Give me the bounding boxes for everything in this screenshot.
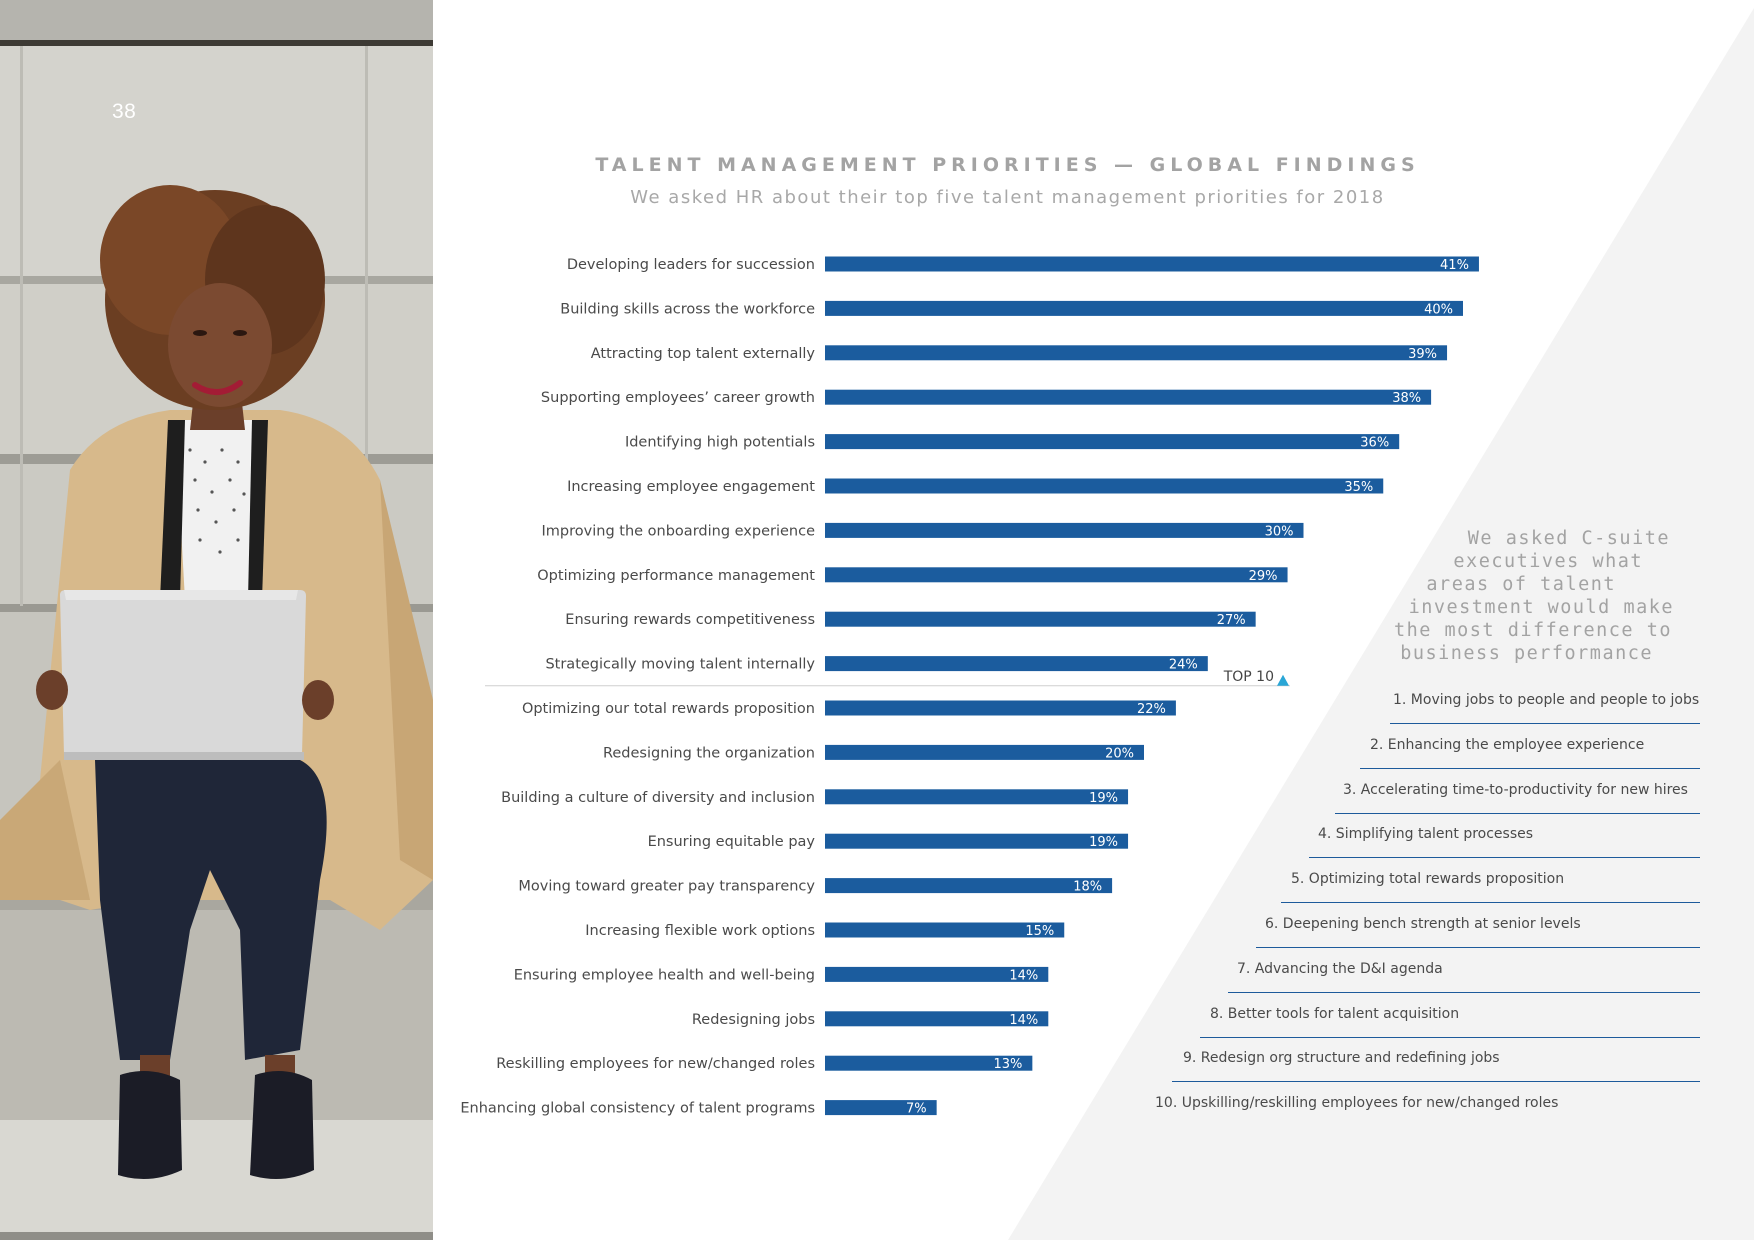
- bar: [825, 1011, 1049, 1027]
- bar: [825, 345, 1448, 361]
- category-label: Optimizing our total rewards proposition: [522, 701, 815, 717]
- csuite-list-item: 2. Enhancing the employee experience: [1370, 736, 1645, 753]
- value-label: 35%: [1344, 480, 1373, 495]
- woman-with-laptop-illustration: [0, 0, 433, 1240]
- csuite-heading-line: investment would make: [1408, 597, 1674, 618]
- value-label: 39%: [1408, 347, 1437, 362]
- value-label: 18%: [1073, 880, 1102, 895]
- value-label: 20%: [1105, 746, 1134, 761]
- value-label: 19%: [1089, 835, 1118, 850]
- bar: [825, 656, 1208, 672]
- category-label: Reskilling employees for new/changed rol…: [496, 1056, 815, 1072]
- csuite-list-item: 10. Upskilling/reskilling employees for …: [1155, 1095, 1559, 1112]
- category-label: Building skills across the workforce: [560, 301, 815, 317]
- csuite-item-divider: [1256, 947, 1700, 948]
- csuite-item-divider: [1172, 1081, 1700, 1083]
- value-label: 13%: [993, 1057, 1022, 1072]
- category-label: Optimizing performance management: [537, 568, 815, 584]
- csuite-list-item: 9. Redesign org structure and redefining…: [1183, 1050, 1500, 1067]
- bar: [825, 256, 1479, 272]
- csuite-heading-line: areas of talent: [1426, 574, 1616, 595]
- chart-title: TALENT MANAGEMENT PRIORITIES — GLOBAL FI…: [595, 154, 1420, 176]
- category-label: Building a culture of diversity and incl…: [501, 790, 815, 806]
- category-label: Supporting employees’ career growth: [541, 390, 815, 406]
- value-label: 22%: [1137, 702, 1166, 717]
- category-label: Redesigning the organization: [603, 745, 815, 761]
- csuite-list-item: 6. Deepening bench strength at senior le…: [1265, 916, 1581, 932]
- bar: [825, 611, 1256, 627]
- category-label: Identifying high potentials: [625, 435, 815, 451]
- bar: [825, 878, 1113, 894]
- bar: [825, 1055, 1033, 1071]
- value-label: 19%: [1089, 791, 1118, 806]
- category-label: Strategically moving talent internally: [545, 657, 815, 673]
- bar: [825, 434, 1400, 450]
- csuite-list-item: 1. Moving jobs to people and people to j…: [1393, 692, 1700, 708]
- category-label: Moving toward greater pay transparency: [518, 879, 815, 895]
- value-label: 7%: [906, 1102, 927, 1117]
- value-label: 40%: [1424, 302, 1453, 317]
- hero-photo: 38: [0, 0, 433, 1240]
- category-label: Attracting top talent externally: [591, 346, 816, 362]
- category-label: Redesigning jobs: [692, 1012, 815, 1028]
- value-label: 29%: [1249, 569, 1278, 584]
- bar: [825, 522, 1304, 538]
- bar: [825, 922, 1065, 938]
- category-label: Developing leaders for succession: [567, 257, 815, 273]
- csuite-list-item: 5. Optimizing total rewards proposition: [1291, 871, 1565, 888]
- csuite-heading-line: the most difference to: [1393, 620, 1672, 641]
- bar: [825, 389, 1432, 405]
- csuite-item-divider: [1309, 857, 1700, 859]
- csuite-list-item: 7. Advancing the D&I agenda: [1237, 960, 1443, 977]
- category-label: Improving the onboarding experience: [542, 523, 816, 539]
- bar: [825, 833, 1129, 849]
- csuite-item-divider: [1200, 1036, 1700, 1038]
- csuite-item-divider: [1228, 991, 1700, 993]
- triangle-up-icon: [1277, 674, 1289, 686]
- csuite-heading-line: business performance: [1400, 643, 1653, 664]
- bar: [825, 300, 1463, 316]
- value-label: 36%: [1360, 436, 1389, 451]
- chart-subtitle: We asked HR about their top five talent …: [630, 187, 1385, 208]
- csuite-list-item: 8. Better tools for talent acquisition: [1210, 1005, 1460, 1022]
- csuite-heading-line: executives what: [1453, 551, 1643, 572]
- page-number: 38: [112, 100, 137, 123]
- csuite-item-divider: [1390, 723, 1700, 724]
- value-label: 27%: [1217, 613, 1246, 628]
- csuite-item-divider: [1360, 767, 1700, 769]
- csuite-item-divider: [1335, 812, 1700, 814]
- value-label: 38%: [1392, 391, 1421, 406]
- bar: [825, 478, 1384, 494]
- csuite-item-divider: [1281, 902, 1700, 904]
- bar: [825, 700, 1176, 716]
- value-label: 41%: [1440, 258, 1469, 273]
- category-label: Ensuring employee health and well-being: [514, 967, 815, 983]
- csuite-heading-line: We asked C-suite: [1467, 528, 1670, 549]
- bar: [825, 1100, 937, 1116]
- value-label: 14%: [1009, 968, 1038, 983]
- value-label: 24%: [1169, 658, 1198, 673]
- category-label: Ensuring equitable pay: [648, 834, 816, 850]
- bar: [825, 567, 1288, 583]
- category-label: Enhancing global consistency of talent p…: [460, 1101, 815, 1117]
- category-label: Ensuring rewards competitiveness: [565, 612, 815, 628]
- csuite-list-item: 4. Simplifying talent processes: [1318, 826, 1534, 843]
- category-label: Increasing employee engagement: [567, 479, 815, 495]
- bar: [825, 744, 1144, 760]
- value-label: 15%: [1025, 924, 1054, 939]
- value-label: 30%: [1265, 524, 1294, 539]
- top10-label: TOP 10: [1223, 669, 1274, 685]
- bar: [825, 789, 1129, 805]
- csuite-list-item: 3. Accelerating time-to-productivity for…: [1343, 781, 1688, 798]
- category-label: Increasing flexible work options: [585, 923, 815, 939]
- value-label: 14%: [1009, 1013, 1038, 1028]
- bar: [825, 966, 1049, 982]
